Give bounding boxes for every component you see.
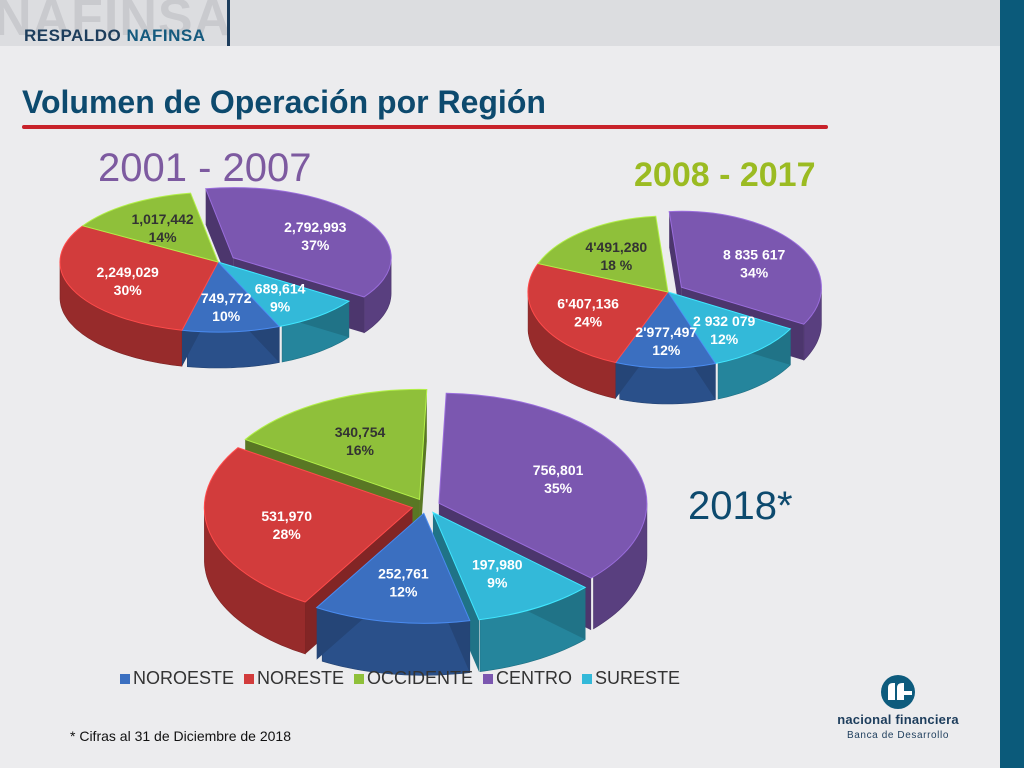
pie-slice-noreste-2 <box>203 447 414 603</box>
pie-tops-2 <box>203 388 648 624</box>
pie-slice-noroeste-0 <box>181 261 281 333</box>
pie-tops-1 <box>527 210 822 369</box>
pie-slice-sureste-0 <box>216 260 351 328</box>
data-label-value-noreste-2: 531,970 <box>261 508 312 524</box>
legend-swatch-noreste <box>244 673 255 684</box>
legend-item-sureste: SURESTE <box>582 668 680 689</box>
data-label-percent-centro-0: 37% <box>301 237 330 253</box>
pie-labels-1: 8 835 617 34% 2 932 079 12% 2'977,497 12% 6'40… <box>557 239 785 358</box>
legend: NOROESTE NORESTE OCCIDENTE CENTRO SUREST… <box>120 668 680 689</box>
data-label-value-noroeste-0: 749,772 <box>201 290 252 306</box>
data-label-percent-occidente-1: 18 % <box>600 257 632 273</box>
legend-label-centro: CENTRO <box>496 668 573 688</box>
logo-tagline: Banca de Desarrollo <box>846 730 949 741</box>
legend-swatch-occidente <box>354 673 365 684</box>
legend-label-sureste: SURESTE <box>595 668 681 688</box>
pie-slice-occidente-0 <box>81 192 219 263</box>
legend-item-noreste: NORESTE <box>244 668 344 689</box>
data-label-percent-noreste-0: 30% <box>114 282 143 298</box>
logo-name: nacional financiera <box>837 712 959 727</box>
pie-slice-centro-1 <box>668 210 822 325</box>
data-label-percent-occidente-0: 14% <box>149 229 178 245</box>
legend-label-noreste: NORESTE <box>257 668 345 688</box>
pie-slice-occidente-1 <box>537 215 669 293</box>
data-label-percent-noreste-2: 28% <box>273 526 302 542</box>
pie-cut-occidente-2-1 <box>419 389 427 552</box>
brand-divider <box>227 0 230 46</box>
data-label-value-occidente-1: 4'491,280 <box>585 239 647 255</box>
pie-tops-0 <box>59 187 392 333</box>
data-label-percent-noroeste-1: 12% <box>652 342 681 358</box>
data-label-value-occidente-2: 340,754 <box>335 424 386 440</box>
data-label-percent-centro-2: 35% <box>544 480 573 496</box>
data-label-percent-noroeste-2: 12% <box>389 584 418 600</box>
pie-labels-2: 756,801 35% 197,980 9% 252,761 12% 531,970 28% 3… <box>261 424 583 600</box>
pie-chart-0: 2,792,993 37% 689,614 9% 749,772 10% 2,249,029… <box>59 187 392 369</box>
pie-slice-noroeste-2 <box>315 512 471 624</box>
pie-slice-occidente-2 <box>244 388 428 501</box>
legend-swatch-centro <box>483 673 494 684</box>
accent-bar <box>1000 0 1024 768</box>
pie-chart-2: 756,801 35% 197,980 9% 252,761 12% 531,970 28% 3… <box>203 388 648 676</box>
pie-chart-1: 8 835 617 34% 2 932 079 12% 2'977,497 12% 6'40… <box>527 210 822 405</box>
data-label-percent-centro-1: 34% <box>740 265 769 281</box>
footnote: * Cifras al 31 de Diciembre de 2018 <box>70 728 292 744</box>
brand-label-2: NAFINSA <box>126 26 206 45</box>
data-label-value-centro-0: 2,792,993 <box>284 219 346 235</box>
data-label-percent-noreste-1: 24% <box>574 313 603 329</box>
data-label-value-occidente-0: 1,017,442 <box>131 211 193 227</box>
data-label-percent-sureste-2: 9% <box>487 575 508 591</box>
legend-item-noroeste: NOROESTE <box>120 668 234 689</box>
data-label-value-noroeste-1: 2'977,497 <box>635 324 697 340</box>
chart-title-2018: 2018* <box>688 484 793 528</box>
pie-slice-centro-2 <box>438 392 648 579</box>
data-label-percent-noroeste-0: 10% <box>212 308 241 324</box>
legend-swatch-noroeste <box>120 673 130 684</box>
data-label-percent-sureste-0: 9% <box>270 299 291 315</box>
brand-label: RESPALDO NAFINSA <box>24 26 206 46</box>
pie-slice-sureste-2 <box>431 511 587 621</box>
data-label-value-noreste-1: 6'407,136 <box>557 295 619 311</box>
pie-slice-noreste-1 <box>527 263 669 364</box>
page-title: Volumen de Operación por Región <box>22 84 546 120</box>
data-label-value-sureste-2: 197,980 <box>472 557 523 573</box>
data-label-value-noroeste-2: 252,761 <box>378 566 429 582</box>
nafin-logo: nacional financiera Banca de Desarrollo <box>828 672 968 752</box>
pie-slice-noroeste-1 <box>614 291 717 369</box>
brand-watermark: NAFINSA <box>0 0 233 47</box>
data-label-value-sureste-0: 689,614 <box>255 281 306 297</box>
data-label-value-noreste-0: 2,249,029 <box>97 264 159 280</box>
pie-charts: 2,792,993 37% 689,614 9% 749,772 10% 2,249,029… <box>59 187 822 676</box>
chart-title-2008-2017: 2008 - 2017 <box>634 156 816 194</box>
brand-label-1: RESPALDO <box>24 26 122 45</box>
data-label-value-centro-2: 756,801 <box>533 462 584 478</box>
data-label-value-centro-1: 8 835 617 <box>723 247 785 263</box>
legend-label-occidente: OCCIDENTE <box>367 668 474 688</box>
nafin-emblem-icon <box>881 675 915 709</box>
chart-title-2001-2007: 2001 - 2007 <box>98 146 312 190</box>
title-underline <box>22 125 828 129</box>
legend-item-occidente: OCCIDENTE <box>354 668 473 689</box>
pie-labels-0: 2,792,993 37% 689,614 9% 749,772 10% 2,249,029… <box>97 211 347 324</box>
data-label-percent-occidente-2: 16% <box>346 442 375 458</box>
data-label-value-sureste-1: 2 932 079 <box>693 313 755 329</box>
data-label-percent-sureste-1: 12% <box>710 331 739 347</box>
header-band <box>0 0 1000 46</box>
legend-label-noroeste: NOROESTE <box>133 668 235 688</box>
legend-swatch-sureste <box>582 673 593 684</box>
pie-slice-centro-0 <box>204 187 392 298</box>
legend-item-centro: CENTRO <box>483 668 572 689</box>
pie-slice-sureste-1 <box>666 291 792 365</box>
brand-logo: NAFINSA RESPALDO NAFINSA <box>0 0 233 47</box>
